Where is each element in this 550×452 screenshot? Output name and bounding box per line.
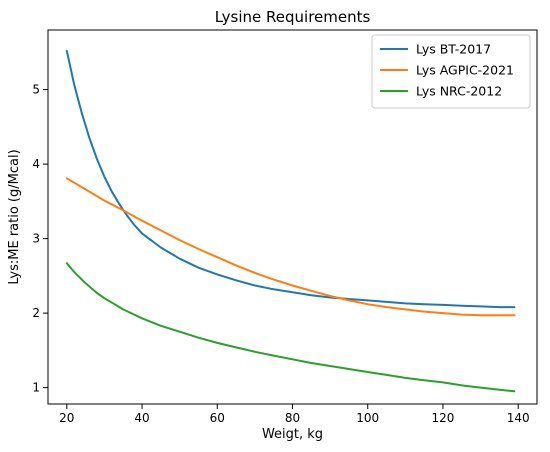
y-axis-label: Lys:ME ratio (g/Mcal) bbox=[7, 149, 22, 284]
y-tick-label: 2 bbox=[32, 306, 40, 320]
series-line-lys-bt-2017 bbox=[65, 49, 516, 309]
series-line-lys-agpic-2021 bbox=[65, 177, 516, 317]
legend-label: Lys NRC-2012 bbox=[416, 84, 502, 99]
x-tick-label: 40 bbox=[134, 411, 149, 425]
y-tick-label: 1 bbox=[32, 381, 40, 395]
y-axis-ticks: 1 2 3 4 5 bbox=[32, 83, 48, 395]
series-group bbox=[65, 49, 516, 393]
chart-title: Lysine Requirements bbox=[215, 8, 371, 26]
y-tick-label: 4 bbox=[32, 157, 40, 171]
legend: Lys BT-2017 Lys AGPIC-2021 Lys NRC-2012 bbox=[371, 34, 531, 109]
legend-label: Lys AGPIC-2021 bbox=[416, 63, 514, 78]
legend-label: Lys BT-2017 bbox=[416, 42, 491, 57]
x-tick-label: 80 bbox=[285, 411, 300, 425]
series-line-lys-nrc-2012 bbox=[65, 262, 516, 393]
y-tick-label: 5 bbox=[32, 83, 40, 97]
x-tick-label: 120 bbox=[432, 411, 455, 425]
y-tick-label: 3 bbox=[32, 232, 40, 246]
x-tick-label: 140 bbox=[507, 411, 530, 425]
x-tick-label: 20 bbox=[59, 411, 74, 425]
x-axis-label: Weigt, kg bbox=[262, 427, 323, 442]
x-tick-label: 100 bbox=[356, 411, 379, 425]
legend-box bbox=[371, 34, 531, 109]
x-tick-label: 60 bbox=[210, 411, 225, 425]
x-axis-ticks: 20 40 60 80 100 120 140 bbox=[59, 404, 530, 425]
